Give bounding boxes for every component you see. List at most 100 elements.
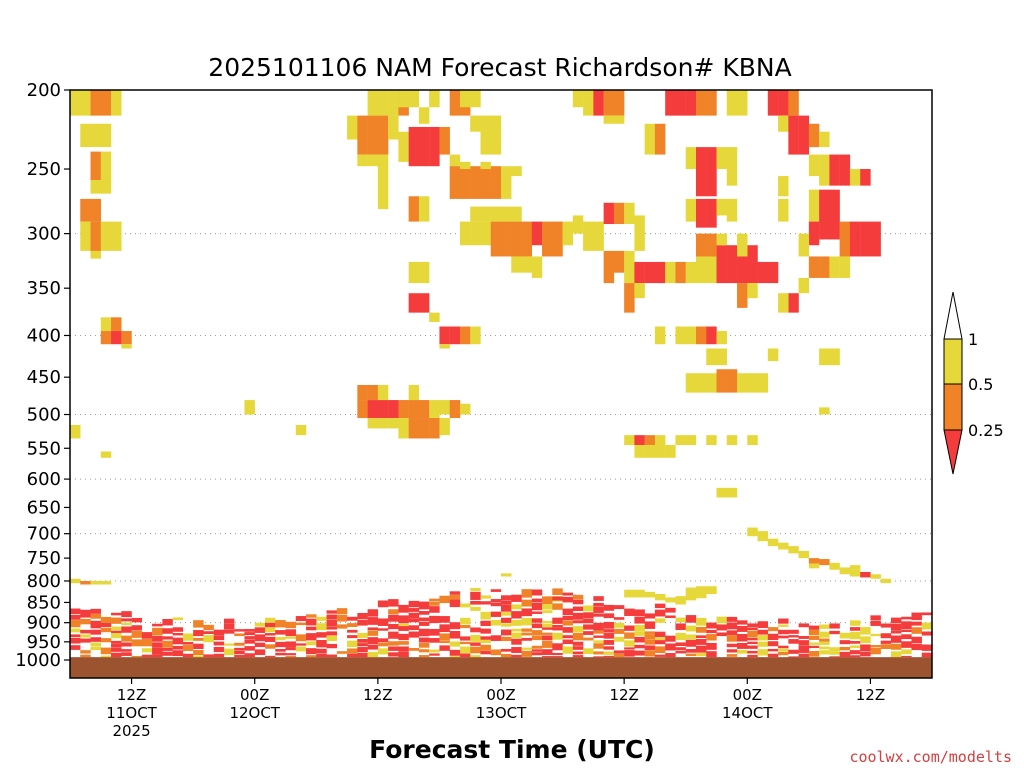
ri-cell xyxy=(634,215,645,251)
ri-cell xyxy=(726,369,738,393)
ri-cell xyxy=(70,578,81,584)
ri-cell-low xyxy=(336,624,348,629)
ri-cell xyxy=(367,154,379,167)
ri-cell xyxy=(470,90,481,108)
y-tick-label: 700 xyxy=(27,524,61,545)
ri-cell-low xyxy=(542,656,553,658)
ri-cell-low xyxy=(911,627,922,634)
ri-cell-low xyxy=(511,628,522,632)
ri-cell xyxy=(706,326,717,345)
ri-cell-low xyxy=(552,632,563,640)
ri-cell-low xyxy=(295,634,307,642)
ri-cell-low xyxy=(890,651,902,658)
ri-cell xyxy=(613,115,625,124)
ri-cell-low xyxy=(521,647,532,650)
ri-cell-low xyxy=(583,631,594,635)
y-tick-label: 300 xyxy=(27,224,61,245)
ri-cell-low xyxy=(685,625,697,632)
ri-cell-low xyxy=(470,587,481,591)
ri-cell-low xyxy=(593,622,604,631)
ri-cell xyxy=(501,166,512,199)
ri-cell xyxy=(860,221,871,257)
ri-cell-low xyxy=(131,655,143,658)
ri-cell-low xyxy=(870,644,881,648)
ri-cell-low xyxy=(788,629,799,634)
ri-cell-low xyxy=(449,594,461,600)
ri-cell-low xyxy=(90,614,101,619)
ri-cell-low xyxy=(572,612,584,620)
ri-cell-low xyxy=(839,646,851,651)
ri-cell xyxy=(480,221,491,246)
ri-cell xyxy=(429,400,440,419)
ri-cell-low xyxy=(398,646,409,652)
ri-cell xyxy=(767,538,779,547)
ri-cell-low xyxy=(562,635,574,639)
ri-cell-low xyxy=(223,623,235,630)
ri-cell xyxy=(80,221,91,251)
ri-cell-low xyxy=(583,618,594,624)
ri-cell xyxy=(665,90,676,116)
y-tick-label: 950 xyxy=(27,632,61,653)
ri-cell xyxy=(357,115,368,155)
ri-cell-low xyxy=(295,616,307,622)
ri-cell xyxy=(418,261,430,284)
ri-cell-low xyxy=(747,627,758,631)
ri-cell-low xyxy=(624,632,635,639)
ri-cell-low xyxy=(911,612,922,621)
ri-cell xyxy=(613,202,625,225)
ri-cell-low xyxy=(603,651,615,655)
ri-cell xyxy=(583,221,594,251)
ri-cell-low xyxy=(459,636,471,641)
ri-cell xyxy=(593,90,604,116)
ri-cell xyxy=(603,90,615,116)
ri-cell-low xyxy=(634,644,645,649)
ri-cell-low xyxy=(593,596,604,601)
ri-cell-low xyxy=(860,627,871,635)
ri-cell-low xyxy=(449,591,461,595)
ri-cell-low xyxy=(583,605,594,612)
ri-cell-low xyxy=(470,655,481,658)
ri-cell xyxy=(695,326,707,345)
ri-cell xyxy=(644,123,656,155)
ri-cell xyxy=(829,189,840,240)
ri-cell-low xyxy=(644,613,656,619)
ri-cell xyxy=(849,569,861,577)
ri-cell xyxy=(80,580,91,585)
ri-cell xyxy=(716,245,727,284)
ri-cell-low xyxy=(388,609,399,615)
ri-cell xyxy=(808,558,820,564)
ri-cell xyxy=(531,256,543,278)
ri-cell xyxy=(90,151,101,181)
ri-cell xyxy=(429,90,440,108)
ri-cell-low xyxy=(388,631,399,639)
ri-cell-low xyxy=(675,632,686,641)
ri-cell xyxy=(480,206,491,222)
ri-cell-low xyxy=(141,632,153,639)
ri-cell-low xyxy=(326,610,338,614)
ri-cell-low xyxy=(654,646,666,654)
ri-cell-low xyxy=(572,626,584,633)
ri-cell-low xyxy=(706,634,717,641)
ri-cell-low xyxy=(234,650,245,655)
ri-cell xyxy=(459,403,471,415)
ri-cell xyxy=(408,196,420,222)
ri-cell xyxy=(695,245,707,284)
ri-cell xyxy=(849,169,861,186)
ri-cell-low xyxy=(172,637,184,645)
ri-cell-low xyxy=(778,635,789,639)
ri-cell-low xyxy=(111,617,122,624)
ri-cell xyxy=(726,147,738,186)
y-tick-label: 500 xyxy=(27,405,61,426)
ri-cell-low xyxy=(213,635,225,641)
ri-cell-low xyxy=(562,646,574,654)
ri-cell-low xyxy=(100,627,112,633)
ri-cell-low xyxy=(244,632,255,636)
ri-cell-low xyxy=(603,621,615,629)
ri-cell xyxy=(839,256,851,278)
ri-cell-low xyxy=(367,617,379,625)
ri-cell-low xyxy=(254,649,266,656)
ri-cell xyxy=(542,221,553,257)
ri-cell-low xyxy=(121,635,132,642)
ri-cell-low xyxy=(542,649,553,656)
